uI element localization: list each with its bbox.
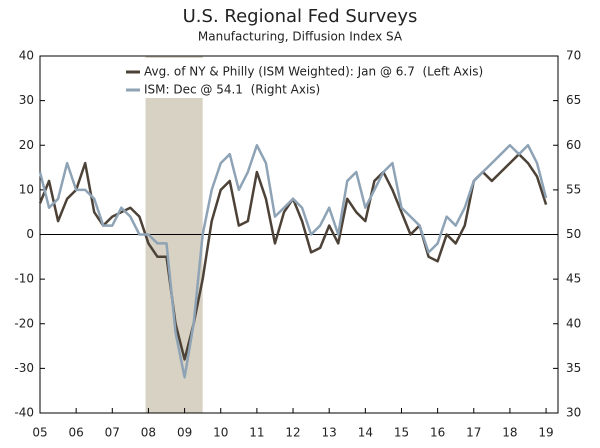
x-tick-label: 10 xyxy=(213,426,228,440)
legend-label: Avg. of NY & Philly (ISM Weighted): Jan … xyxy=(144,65,483,79)
y2-tick-label: 40 xyxy=(566,316,581,330)
y2-tick-label: 55 xyxy=(566,182,581,196)
y2-tick-label: 35 xyxy=(566,361,581,375)
y-tick-label: -20 xyxy=(14,316,34,330)
x-tick-label: 18 xyxy=(502,426,517,440)
y-tick-label: 10 xyxy=(19,182,34,196)
series-line xyxy=(38,152,548,361)
x-tick-label: 17 xyxy=(466,426,481,440)
series-line xyxy=(38,144,548,379)
x-tick-label: 08 xyxy=(141,426,156,440)
x-tick-label: 19 xyxy=(538,426,553,440)
x-tick-label: 12 xyxy=(285,426,300,440)
x-tick-label: 16 xyxy=(430,426,445,440)
x-tick-label: 07 xyxy=(105,426,120,440)
y2-tick-label: 50 xyxy=(566,227,581,241)
y2-tick-label: 60 xyxy=(566,138,581,152)
legend-label: ISM: Dec @ 54.1 (Right Axis) xyxy=(144,83,320,97)
y-tick-label: 40 xyxy=(19,49,34,63)
y-tick-label: 20 xyxy=(19,138,34,152)
y-tick-label: 30 xyxy=(19,93,34,107)
y2-tick-label: 70 xyxy=(566,49,581,63)
legend-box xyxy=(122,58,550,98)
y2-tick-label: 65 xyxy=(566,93,581,107)
y-tick-label: -40 xyxy=(14,406,34,420)
x-tick-label: 13 xyxy=(322,426,337,440)
y-tick-label: 0 xyxy=(26,227,34,241)
x-tick-label: 15 xyxy=(394,426,409,440)
y-tick-label: -30 xyxy=(14,361,34,375)
x-tick-label: 06 xyxy=(69,426,84,440)
x-tick-label: 09 xyxy=(177,426,192,440)
x-tick-label: 05 xyxy=(32,426,47,440)
y2-tick-label: 45 xyxy=(566,272,581,286)
chart-subtitle: Manufacturing, Diffusion Index SA xyxy=(198,30,403,44)
y2-tick-label: 30 xyxy=(566,406,581,420)
y-tick-label: -10 xyxy=(14,272,34,286)
x-tick-label: 14 xyxy=(358,426,373,440)
chart-title: U.S. Regional Fed Surveys xyxy=(183,6,418,27)
x-tick-label: 11 xyxy=(249,426,264,440)
